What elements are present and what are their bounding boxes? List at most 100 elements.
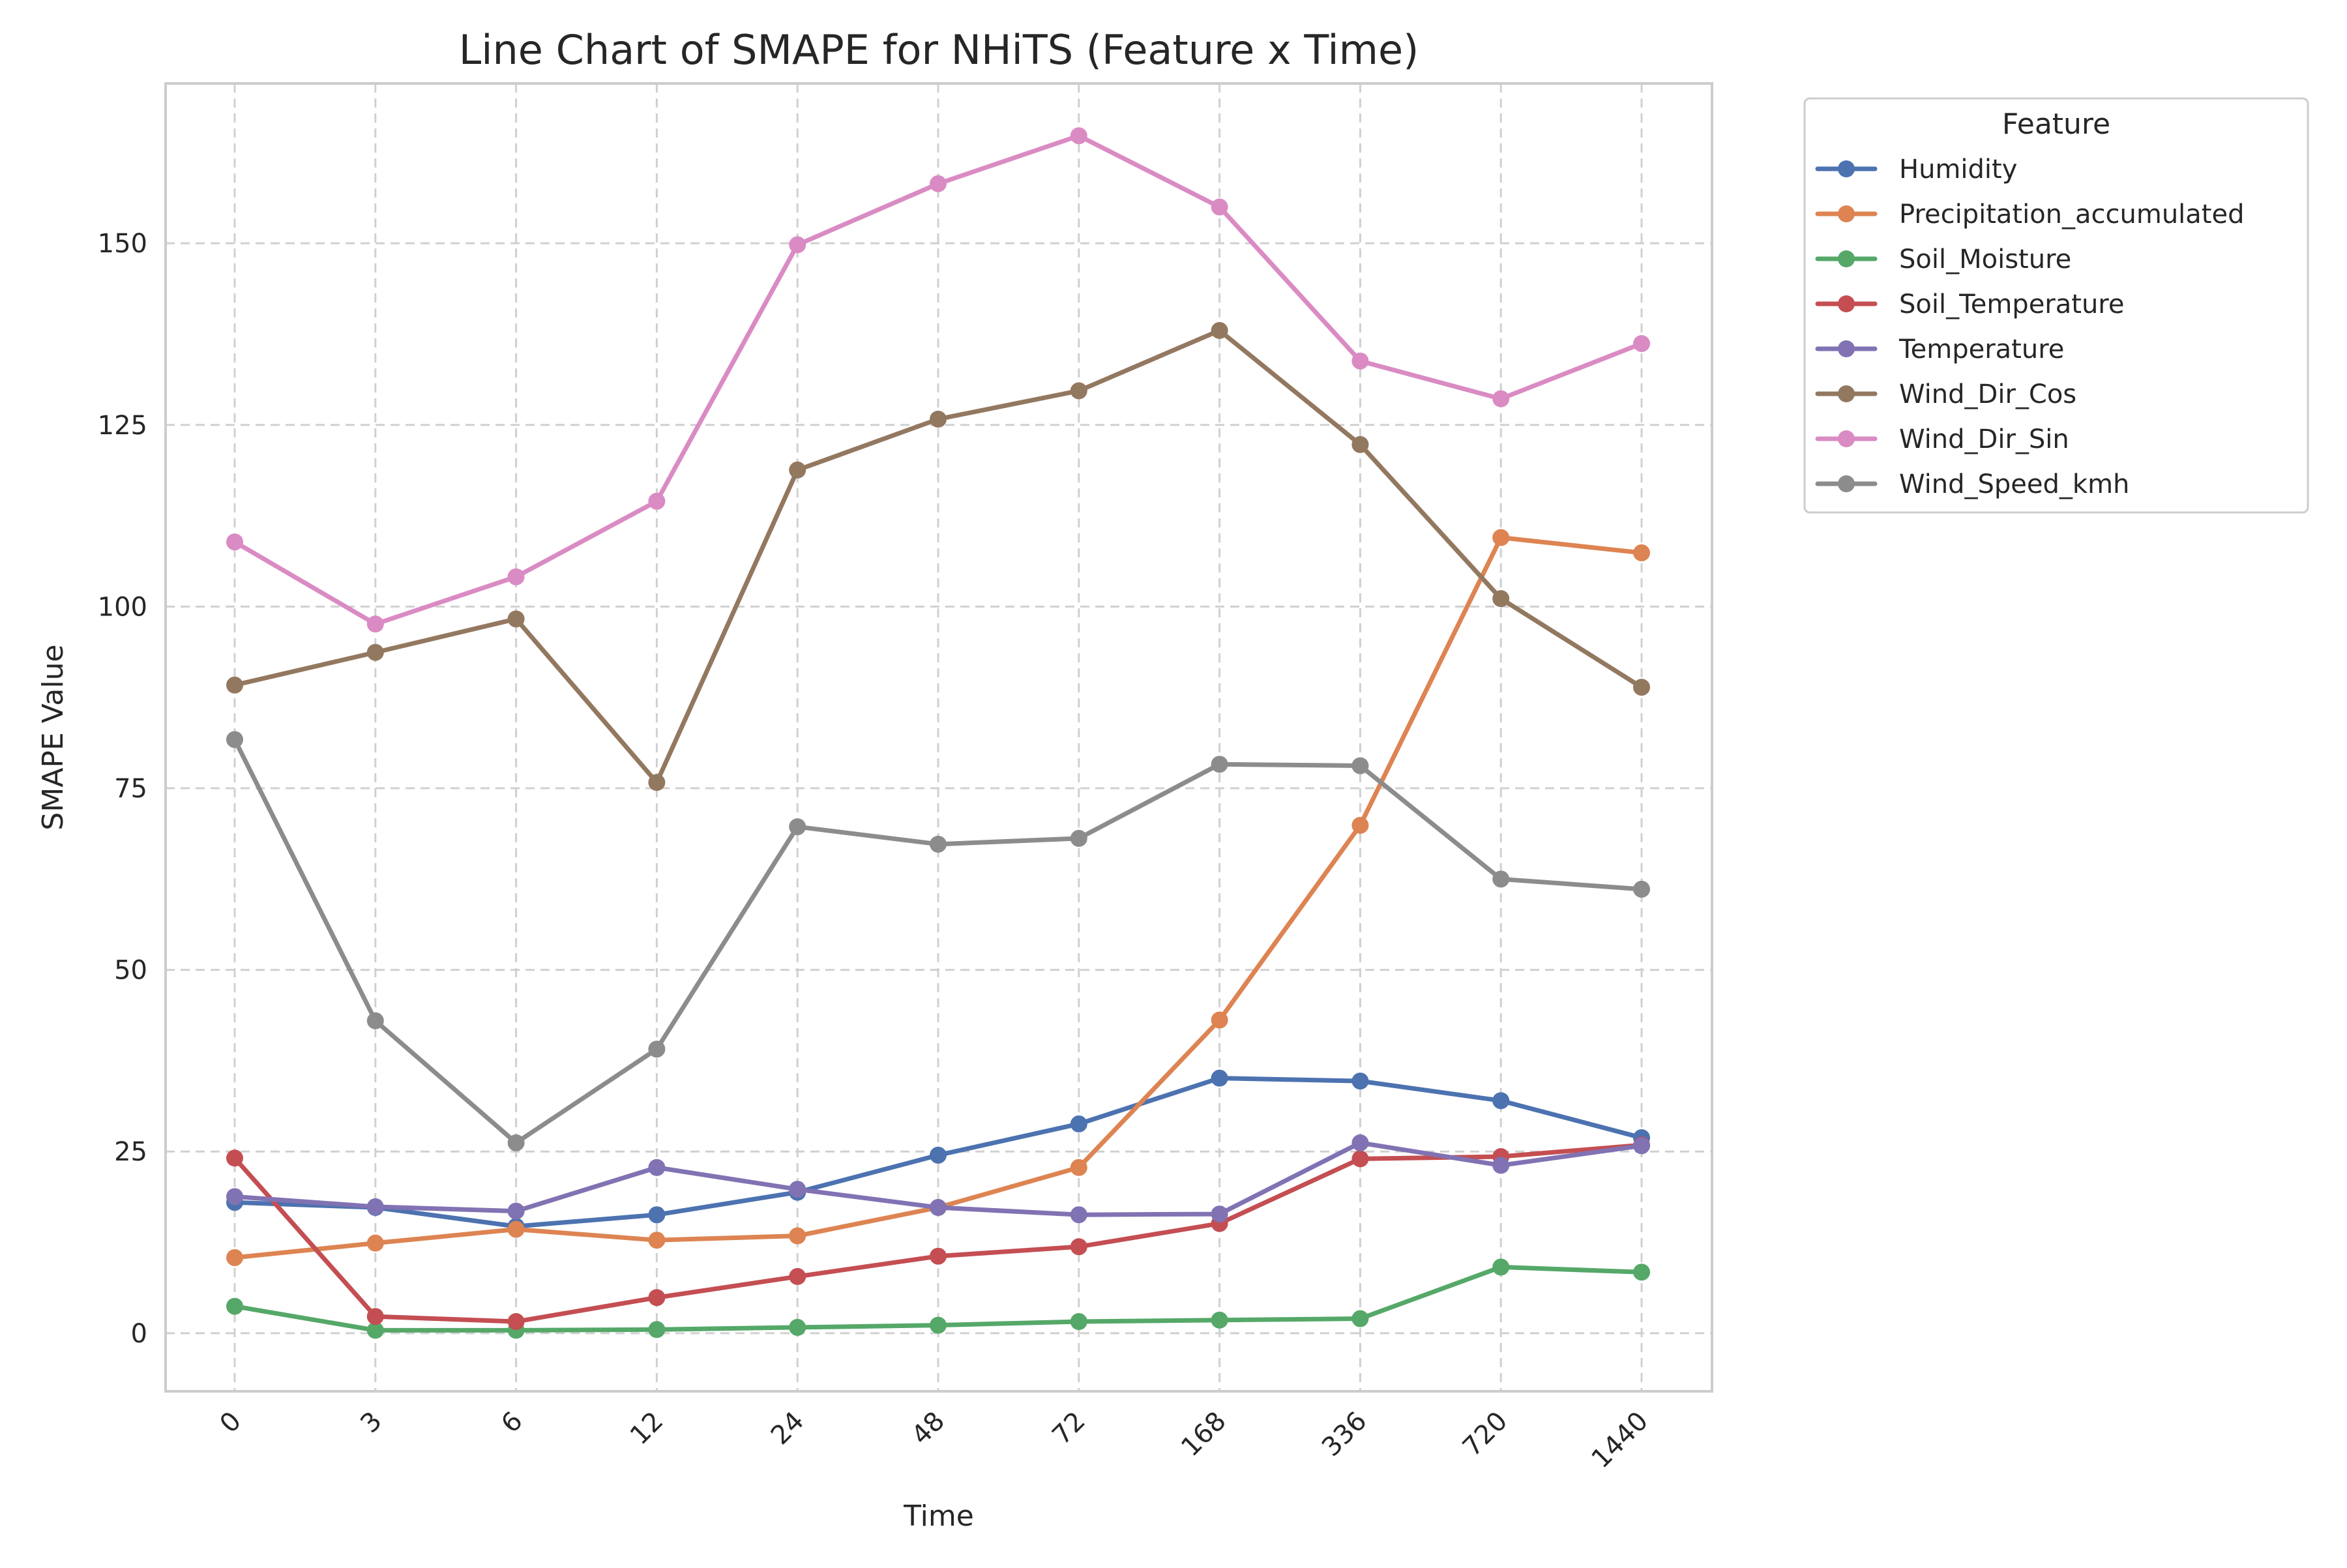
data-point bbox=[226, 1188, 243, 1206]
legend-label: Soil_Moisture bbox=[1899, 244, 2071, 274]
y-tick-label: 150 bbox=[98, 229, 147, 259]
x-tick-label: 72 bbox=[1046, 1406, 1091, 1451]
legend-label: Temperature bbox=[1898, 334, 2064, 364]
legend-label: Wind_Dir_Sin bbox=[1899, 424, 2069, 454]
data-point bbox=[507, 1202, 525, 1220]
data-point bbox=[1211, 1011, 1228, 1029]
x-tick-label: 1440 bbox=[1586, 1406, 1655, 1475]
data-point bbox=[1492, 1092, 1510, 1110]
series-temperature bbox=[226, 1134, 1650, 1224]
data-point bbox=[1633, 334, 1650, 352]
legend-item: Humidity bbox=[1815, 155, 2017, 185]
data-point bbox=[226, 1149, 243, 1167]
data-point bbox=[226, 731, 243, 748]
data-point bbox=[226, 1249, 243, 1266]
data-point bbox=[1351, 1150, 1369, 1168]
x-tick-label: 168 bbox=[1175, 1406, 1232, 1463]
legend-item: Precipitation_accumulated bbox=[1815, 200, 2245, 229]
data-point bbox=[226, 1297, 243, 1315]
data-point bbox=[1351, 757, 1369, 775]
legend-label: Soil_Temperature bbox=[1899, 289, 2124, 319]
data-point bbox=[930, 835, 947, 853]
legend-title: Feature bbox=[2002, 108, 2110, 141]
data-point bbox=[648, 1232, 666, 1249]
data-point bbox=[648, 1321, 666, 1339]
grid bbox=[166, 83, 1712, 1391]
x-tick-label: 3 bbox=[355, 1406, 388, 1440]
data-point bbox=[1351, 352, 1369, 370]
data-point bbox=[1633, 679, 1650, 696]
legend-label: Wind_Dir_Cos bbox=[1899, 379, 2076, 409]
data-point bbox=[366, 1308, 384, 1325]
y-axis-ticks: 0 25 50 75 100 125 150 bbox=[98, 229, 147, 1349]
legend-marker bbox=[1838, 160, 1855, 177]
series-soil-temperature bbox=[226, 1136, 1650, 1331]
data-point bbox=[789, 1318, 806, 1336]
data-point bbox=[1070, 1159, 1087, 1176]
x-tick-label: 6 bbox=[495, 1406, 529, 1440]
data-point bbox=[648, 1289, 666, 1307]
y-tick-label: 25 bbox=[114, 1137, 147, 1167]
data-point bbox=[226, 676, 243, 694]
y-tick-label: 75 bbox=[114, 774, 147, 804]
data-point bbox=[366, 643, 384, 661]
data-point bbox=[1070, 1313, 1087, 1331]
y-tick-label: 0 bbox=[131, 1319, 147, 1349]
data-point bbox=[1492, 590, 1510, 608]
x-tick-label: 24 bbox=[765, 1406, 810, 1451]
data-point bbox=[1070, 829, 1087, 847]
legend-marker bbox=[1838, 385, 1855, 402]
legend-label: Precipitation_accumulated bbox=[1899, 200, 2245, 229]
data-point bbox=[930, 175, 947, 192]
legend-label: Humidity bbox=[1899, 155, 2017, 185]
data-point bbox=[366, 1198, 384, 1215]
data-point bbox=[1351, 1072, 1369, 1090]
x-tick-label: 0 bbox=[214, 1406, 248, 1440]
legend-marker bbox=[1838, 205, 1855, 222]
data-point bbox=[789, 1267, 806, 1285]
data-point bbox=[930, 410, 947, 428]
series-wind-dir-cos bbox=[226, 321, 1650, 791]
x-tick-label: 720 bbox=[1457, 1406, 1514, 1463]
legend-marker bbox=[1838, 475, 1855, 492]
data-point bbox=[1351, 816, 1369, 834]
data-point bbox=[789, 818, 806, 836]
data-point bbox=[930, 1247, 947, 1265]
legend-item: Wind_Speed_kmh bbox=[1815, 469, 2129, 499]
legend-marker bbox=[1838, 250, 1855, 267]
legend-marker bbox=[1838, 295, 1855, 312]
data-point bbox=[507, 610, 525, 628]
data-point bbox=[507, 1134, 525, 1151]
x-tick-label: 48 bbox=[906, 1406, 951, 1451]
data-point bbox=[789, 461, 806, 479]
data-point bbox=[507, 1313, 525, 1331]
x-axis-label: Time bbox=[903, 1500, 974, 1533]
legend-marker bbox=[1838, 430, 1855, 447]
data-point bbox=[1633, 544, 1650, 561]
data-point bbox=[648, 1206, 666, 1224]
data-point bbox=[930, 1316, 947, 1334]
data-point bbox=[1492, 1258, 1510, 1276]
data-point bbox=[1633, 1264, 1650, 1281]
data-point bbox=[1211, 756, 1228, 773]
data-point bbox=[1070, 1206, 1087, 1224]
data-point bbox=[789, 1227, 806, 1245]
series-soil-moisture bbox=[226, 1258, 1650, 1339]
data-point bbox=[366, 1012, 384, 1029]
data-point bbox=[789, 1181, 806, 1198]
data-point bbox=[1351, 436, 1369, 453]
data-point bbox=[226, 533, 243, 551]
legend-items: Humidity Precipitation_accumulated Soil_Mo… bbox=[1815, 155, 2245, 499]
chart-title: Line Chart of SMAPE for NHiTS (Feature x… bbox=[459, 26, 1419, 74]
data-point bbox=[1211, 198, 1228, 216]
data-point bbox=[366, 615, 384, 633]
y-tick-label: 100 bbox=[98, 592, 147, 622]
data-point bbox=[1211, 1069, 1228, 1087]
data-point bbox=[1492, 529, 1510, 546]
legend-marker bbox=[1838, 340, 1855, 357]
data-point bbox=[507, 568, 525, 585]
data-point bbox=[648, 774, 666, 791]
data-point bbox=[366, 1234, 384, 1252]
data-point bbox=[930, 1146, 947, 1164]
